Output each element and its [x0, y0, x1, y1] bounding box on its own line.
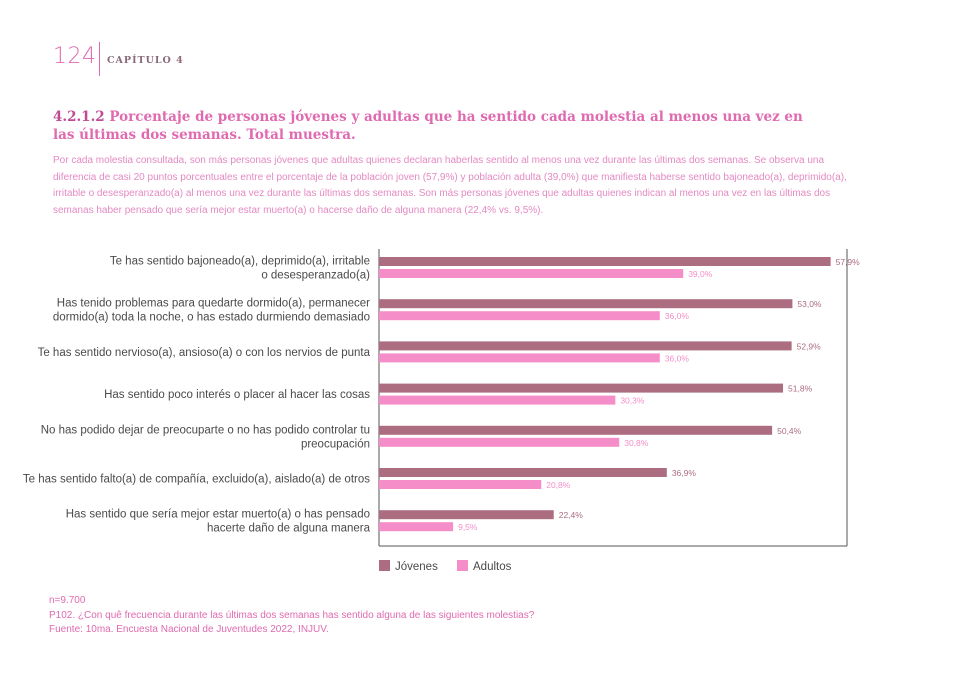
bar-adultos — [379, 480, 542, 489]
section-title-text: Porcentaje de personas jóvenes y adultas… — [53, 109, 803, 143]
data-label: 20,8% — [546, 480, 571, 490]
category-label: Te has sentido bajoneado(a), deprimido(a… — [110, 256, 370, 268]
category-label: dormido(a) toda la noche, o has estado d… — [53, 312, 370, 324]
data-label: 9,5% — [458, 522, 478, 532]
data-label: 36,9% — [672, 468, 697, 478]
legend-label-adultos: Adultos — [473, 561, 512, 573]
category-label: Te has sentido nervioso(a), ansioso(a) o… — [38, 347, 371, 359]
data-label: 50,4% — [777, 426, 802, 436]
source-note: Fuente: 10ma. Encuesta Nacional de Juven… — [49, 624, 329, 635]
category-label: Has tenido problemas para quedarte dormi… — [57, 298, 370, 310]
footnotes: n=9.700 P102. ¿Con quê frecuencia durant… — [49, 594, 534, 638]
section-number: 4.2.1.2 — [53, 109, 105, 125]
sample-size-note: n=9.700 — [49, 595, 86, 606]
category-label: hacerte daño de alguna manera — [207, 523, 371, 535]
header-divider — [99, 42, 100, 76]
data-label: 30,8% — [624, 438, 649, 448]
bar-jovenes — [379, 425, 773, 435]
intro-paragraph: Por cada molestia consultada, son más pe… — [53, 155, 847, 216]
bar-adultos — [379, 522, 454, 532]
category-label: Has sentido que sería mejor estar muerto… — [66, 509, 370, 521]
data-label: 22,4% — [559, 510, 584, 520]
bar-adultos — [379, 353, 660, 363]
category-label: o desesperanzado(a) — [261, 270, 370, 282]
data-label: 51,8% — [788, 384, 813, 394]
bar-adultos — [379, 269, 684, 278]
category-label: No has podido dejar de preocuparte o no … — [41, 424, 370, 436]
bar-adultos — [379, 437, 620, 447]
chapter-label: CAPÍTULO 4 — [107, 55, 184, 66]
page-number: 124 — [53, 44, 97, 69]
data-label: 36,0% — [665, 353, 690, 363]
bar-adultos — [379, 395, 616, 405]
category-label: preocupación — [301, 438, 370, 450]
bar-jovenes — [379, 510, 554, 520]
bar-jovenes — [379, 468, 667, 477]
bar-jovenes — [379, 257, 831, 266]
bar-jovenes — [379, 341, 792, 351]
bar-adultos — [379, 311, 660, 321]
data-label: 52,9% — [797, 341, 822, 351]
bar-jovenes — [379, 383, 784, 393]
category-label: Has sentido poco interés o placer al hac… — [104, 389, 370, 401]
data-label: 57,9% — [836, 257, 861, 267]
category-label: Te has sentido falto(a) de compañía, exc… — [23, 474, 370, 486]
question-note: P102. ¿Con quê frecuencia durante las úl… — [49, 609, 535, 621]
legend-swatch-jovenes — [379, 560, 390, 571]
data-label: 36,0% — [665, 311, 690, 321]
data-label: 30,3% — [620, 396, 645, 406]
legend-label-jovenes: Jóvenes — [395, 561, 438, 573]
data-label: 39,0% — [688, 269, 713, 279]
data-label: 53,0% — [797, 299, 822, 309]
section-title: 4.2.1.2 Porcentaje de personas jóvenes y… — [53, 108, 813, 144]
bar-jovenes — [379, 299, 793, 309]
legend-swatch-adultos — [457, 560, 468, 571]
